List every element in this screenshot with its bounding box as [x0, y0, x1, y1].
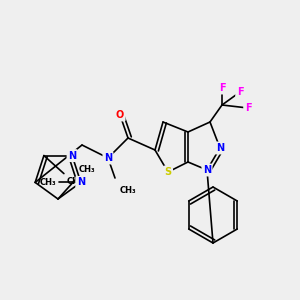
Text: CH₃: CH₃ [67, 177, 83, 186]
Text: N: N [203, 165, 211, 175]
Text: O: O [116, 110, 124, 120]
Text: F: F [237, 87, 243, 97]
Text: F: F [219, 83, 225, 93]
Text: N: N [77, 177, 85, 188]
Text: F: F [245, 103, 251, 113]
Text: N: N [68, 151, 76, 160]
Text: CH₃: CH₃ [39, 178, 56, 187]
Text: CH₃: CH₃ [79, 165, 96, 174]
Text: N: N [104, 153, 112, 163]
Text: S: S [164, 167, 172, 177]
Text: N: N [216, 143, 224, 153]
Text: CH₃: CH₃ [120, 186, 136, 195]
